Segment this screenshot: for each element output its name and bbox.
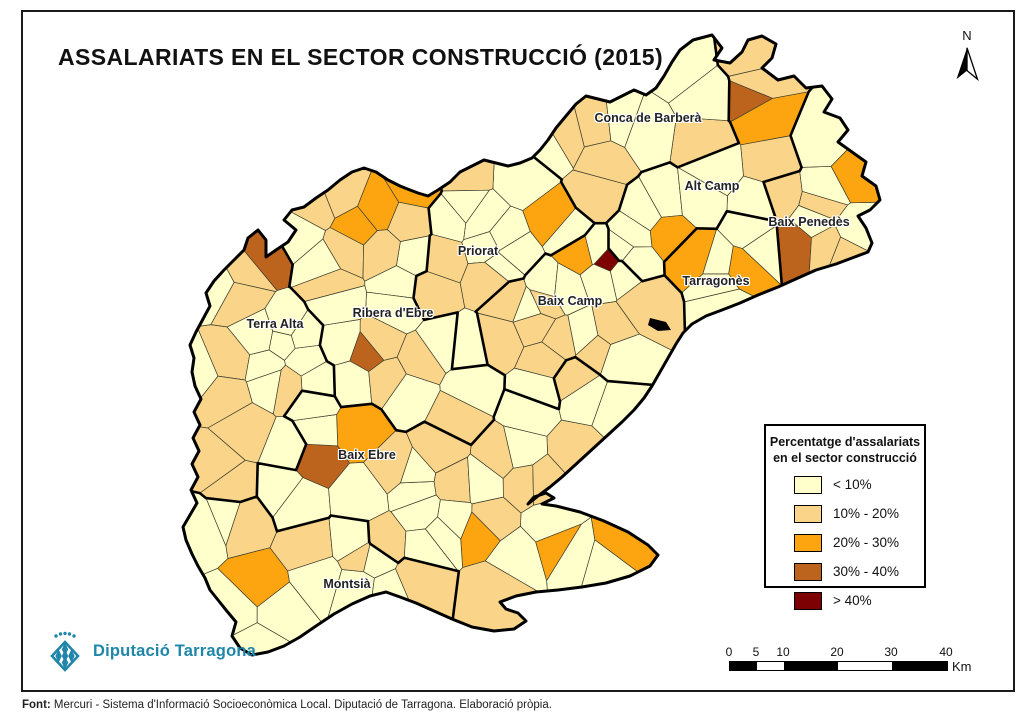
legend-swatch-3: [794, 562, 822, 581]
scale-tick-20: 20: [830, 645, 844, 659]
scale-segment: [892, 662, 947, 670]
legend-swatch-1: [794, 504, 822, 523]
scale-bar-unit: Km: [952, 659, 972, 674]
comarca-label-baix-camp: Baix Camp: [537, 294, 603, 308]
legend-rows: < 10% 10% - 20% 20% - 30% 30% - 40% > 40%: [766, 475, 924, 610]
logo-text: Diputació Tarragona: [93, 641, 257, 660]
source-note: Font: Mercuri - Sistema d'Informació Soc…: [22, 699, 552, 711]
diputacio-logo-icon: [50, 631, 80, 672]
legend-label-2: 20% - 30%: [833, 535, 900, 550]
scale-tick-0: 0: [725, 645, 733, 659]
scale-bar-strip: [729, 661, 948, 671]
scale-segment: [757, 662, 784, 670]
comarca-label-baix-penedès: Baix Penedès: [768, 215, 850, 229]
legend-item-0: < 10%: [794, 475, 924, 494]
legend-label-1: 10% - 20%: [833, 506, 900, 521]
legend-label-3: 30% - 40%: [833, 564, 900, 579]
comarca-label-baix-ebre: Baix Ebre: [338, 448, 396, 462]
comarca-label-terra-alta: Terra Alta: [246, 317, 304, 331]
diputacio-tarragona-logo: Diputació Tarragona: [46, 629, 256, 673]
province-outline: [181, 33, 882, 657]
legend-item-2: 20% - 30%: [794, 533, 924, 552]
legend-swatch-2: [794, 533, 822, 552]
scale-tick-30: 30: [884, 645, 898, 659]
comarca-label-montsià: Montsià: [323, 577, 371, 591]
comarca-label-priorat: Priorat: [457, 244, 499, 258]
scale-segment: [784, 662, 838, 670]
comarca-label-conca-de-barberà: Conca de Barberà: [594, 111, 702, 125]
legend-item-4: > 40%: [794, 591, 924, 610]
comarca-label-alt-camp: Alt Camp: [684, 179, 740, 193]
legend-label-4: > 40%: [833, 593, 872, 608]
north-arrow: N: [951, 28, 983, 87]
scale-bar: 0 5 10 20 30 40 Km: [725, 645, 989, 677]
scale-tick-40: 40: [939, 645, 953, 659]
legend-title: Percentatge d'assalariats en el sector c…: [769, 435, 921, 465]
scale-segment: [730, 662, 757, 670]
north-label: N: [962, 28, 972, 43]
scale-tick-10: 10: [776, 645, 790, 659]
legend-swatch-4: [794, 591, 822, 610]
scale-tick-5: 5: [752, 645, 760, 659]
scale-segment: [838, 662, 892, 670]
legend-box: Percentatge d'assalariats en el sector c…: [764, 424, 926, 610]
legend-item-3: 30% - 40%: [794, 562, 924, 581]
legend-swatch-0: [794, 475, 822, 494]
north-arrow-icon: [956, 47, 979, 82]
page-title: ASSALARIATS EN EL SECTOR CONSTRUCCIÓ (20…: [58, 44, 664, 70]
legend-label-0: < 10%: [833, 477, 872, 492]
comarca-label-tarragonès: Tarragonès: [682, 274, 750, 288]
comarca-label-ribera-d-ebre: Ribera d'Ebre: [352, 306, 434, 320]
legend-item-1: 10% - 20%: [794, 504, 924, 523]
port-blob: [648, 318, 671, 331]
